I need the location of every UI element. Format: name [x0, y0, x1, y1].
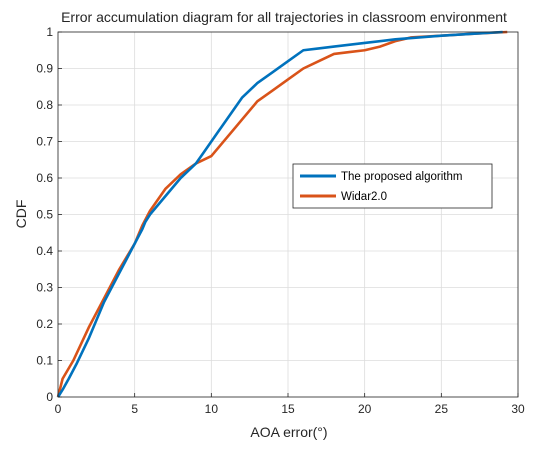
series-lines — [56, 30, 508, 398]
y-tick-label: 0 — [46, 390, 53, 404]
y-axis-label: CDF — [13, 200, 29, 229]
y-tick-label: 1 — [46, 25, 53, 39]
x-tick-label: 20 — [358, 402, 372, 416]
y-tick-label: 0.5 — [36, 208, 53, 222]
x-axis: 0 5 10 15 20 25 30 — [55, 393, 525, 416]
y-tick-label: 0.1 — [36, 354, 53, 368]
y-tick-label: 0.3 — [36, 281, 53, 295]
x-tick-label: 0 — [55, 402, 62, 416]
series-line-proposed — [56, 30, 503, 398]
y-axis: 0 0.1 0.2 0.3 0.4 0.5 0.6 0.7 0.8 0.9 1 — [36, 25, 62, 404]
series-line-widar — [56, 30, 508, 398]
y-tick-label: 0.8 — [36, 98, 53, 112]
x-tick-label: 30 — [511, 402, 525, 416]
legend-label-proposed: The proposed algorithm — [341, 171, 462, 183]
x-tick-label: 15 — [281, 402, 295, 416]
x-tick-label: 5 — [131, 402, 138, 416]
legend: The proposed algorithm Widar2.0 — [292, 163, 493, 209]
y-tick-label: 0.2 — [36, 317, 53, 331]
y-tick-label: 0.4 — [36, 244, 53, 258]
x-tick-label: 25 — [435, 402, 449, 416]
x-tick-label: 10 — [205, 402, 219, 416]
y-tick-label: 0.9 — [36, 62, 53, 76]
legend-label-widar: Widar2.0 — [341, 191, 387, 203]
chart-title: Error accumulation diagram for all traje… — [61, 9, 507, 25]
y-tick-label: 0.6 — [36, 171, 53, 185]
x-axis-label: AOA error(°) — [250, 424, 327, 440]
legend-box — [292, 163, 493, 209]
y-tick-label: 0.7 — [36, 135, 53, 149]
